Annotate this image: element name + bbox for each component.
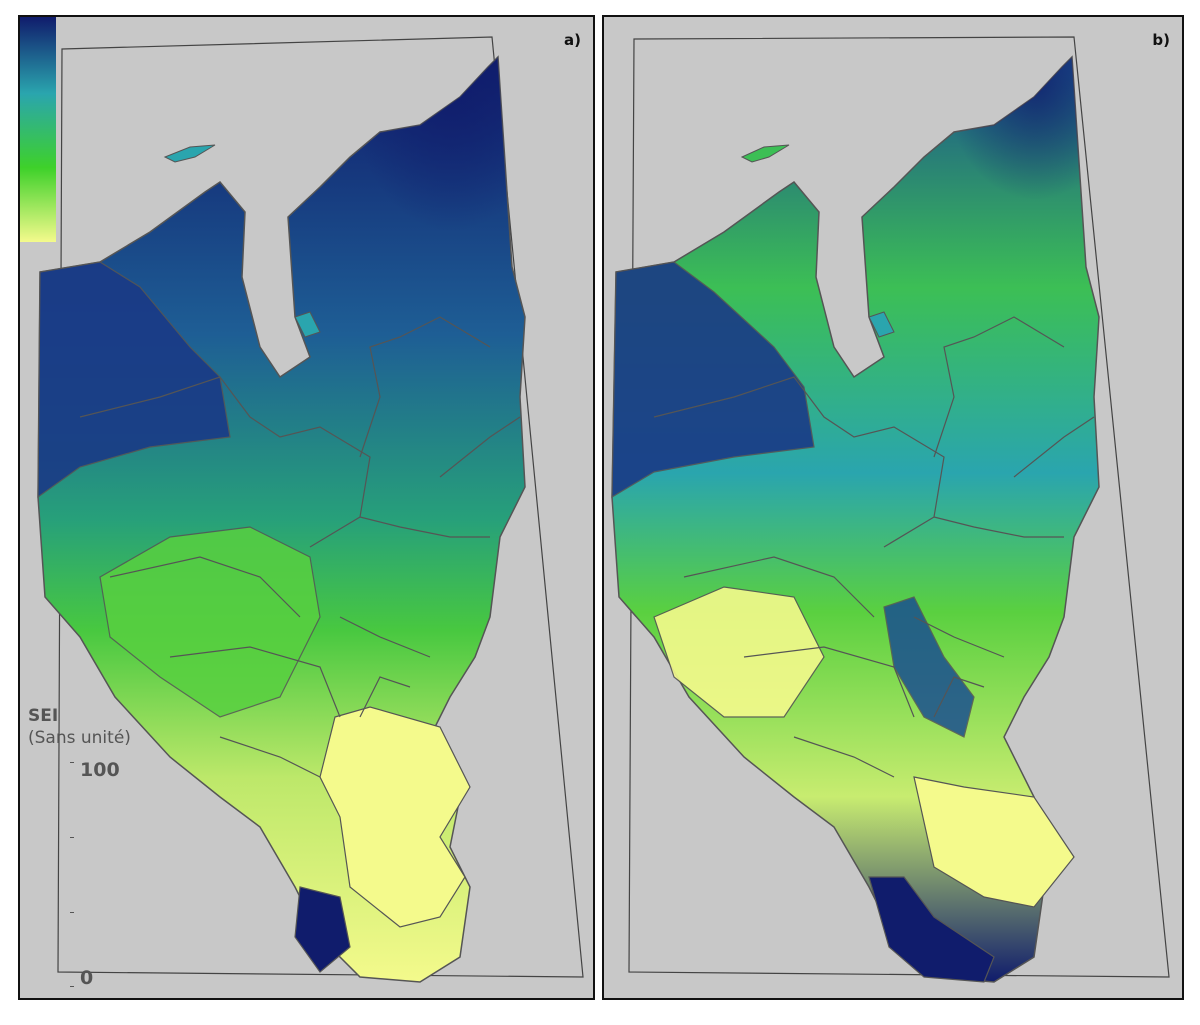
region-south-dark-b <box>868 876 995 983</box>
map-frame-a <box>57 36 584 978</box>
legend-tick-mid-high <box>70 837 74 838</box>
region-island-b <box>740 144 790 163</box>
region-southwest-dark-a <box>294 886 351 973</box>
legend-min-label: 0 <box>80 967 94 989</box>
map-panel-a: a) SEI (Sans unité) 100 0 <box>18 15 595 1000</box>
map-frame-b <box>628 36 1170 978</box>
region-south-yellow-b <box>913 776 1075 908</box>
legend-colorbar <box>20 17 56 242</box>
region-southwest-yellow-b <box>653 586 825 718</box>
region-west-dark-a <box>37 261 231 499</box>
panel-label-b: b) <box>1152 31 1170 49</box>
subregion-borders-a <box>79 316 521 778</box>
subregion-borders-b <box>653 316 1095 778</box>
region-island-a <box>163 144 216 163</box>
region-northeast-a <box>310 57 512 347</box>
map-a-svg <box>37 36 584 983</box>
region-south-yellow-a <box>319 706 471 928</box>
region-islet-a <box>294 311 321 338</box>
legend-tick-max <box>70 762 74 763</box>
legend-title-main: SEI <box>28 706 59 726</box>
legend-tick-min <box>70 986 74 987</box>
panel-label-a: a) <box>564 31 581 49</box>
region-west-dark-b <box>611 261 815 499</box>
region-center-dark-b <box>883 596 975 738</box>
map-panel-b: b) <box>602 15 1184 1000</box>
region-islet-b <box>868 311 895 338</box>
region-northeast-b <box>884 57 1086 317</box>
legend-title: SEI (Sans unité) <box>28 705 131 749</box>
legend-max-label: 100 <box>80 759 120 781</box>
map-b-svg <box>611 36 1170 983</box>
legend-tick-mid-low <box>70 912 74 913</box>
legend-title-unit: (Sans unité) <box>28 728 131 748</box>
region-center-green-a <box>99 526 321 718</box>
